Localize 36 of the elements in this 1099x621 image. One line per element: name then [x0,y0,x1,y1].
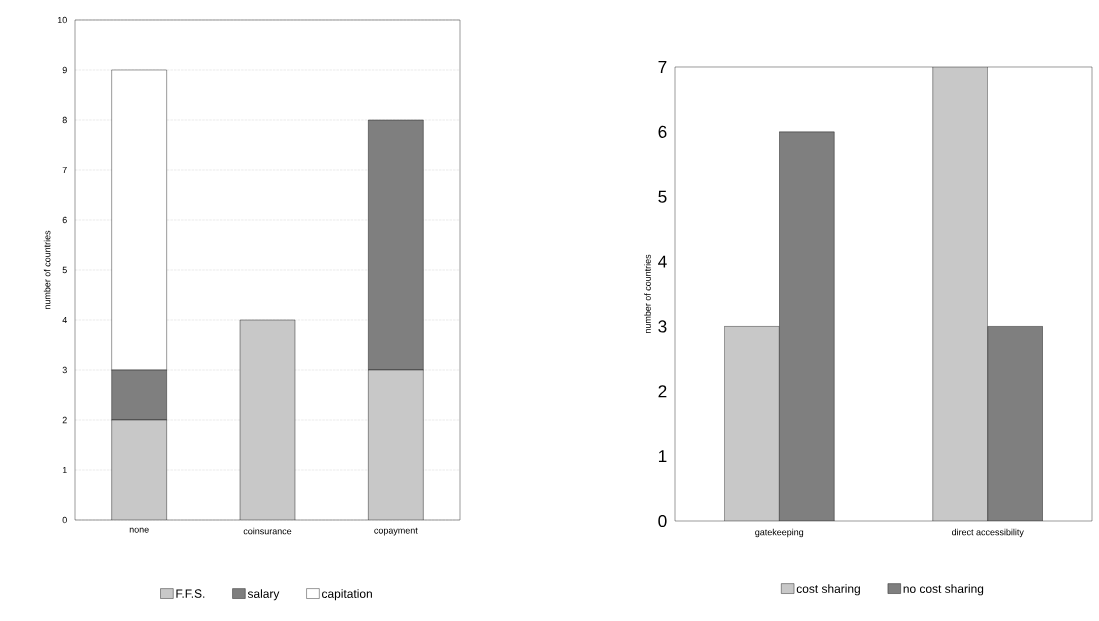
y-tick-label: 7 [658,61,667,73]
y-tick-label: 0 [62,516,67,524]
y-tick-label: 3 [62,366,67,374]
y-tick-label: 1 [62,466,67,474]
y-tick-label: 9 [62,66,67,74]
y-tick-label: 6 [658,125,667,138]
x-tick-label: gatekeeping [755,528,804,538]
y-tick-label: 0 [658,514,667,528]
y-tick-label: 1 [658,450,667,463]
legend-label: salary [247,589,280,601]
y-tick-label: 6 [62,216,67,224]
legend-label: F.F.S. [176,589,205,598]
bar [779,131,835,521]
bar [987,326,1043,521]
x-tick-label: copayment [374,527,418,536]
y-tick-label: 5 [658,190,667,203]
y-axis-title: number of countries [43,230,51,310]
bar [111,419,167,520]
y-tick-label: 2 [62,416,67,424]
y-tick-label: 5 [62,266,67,274]
bar [239,319,296,520]
y-axis-title: number of countries [644,254,651,334]
y-tick-label: 7 [62,166,67,174]
y-tick-label: 4 [658,255,667,268]
bar [368,369,424,520]
y-tick-label: 3 [658,320,667,333]
y-tick-label: 2 [658,385,667,398]
legend-label: capitation [322,589,372,601]
legend-label: no cost sharing [903,584,984,596]
x-tick-label: coinsurance [243,527,292,535]
legend-label: cost sharing [796,584,860,596]
y-tick-label: 8 [62,116,67,124]
y-tick-label: 4 [62,316,67,324]
x-tick-label: none [129,527,149,533]
y-tick-label: 10 [57,16,67,24]
x-tick-label: direct accessibility [952,528,1024,538]
